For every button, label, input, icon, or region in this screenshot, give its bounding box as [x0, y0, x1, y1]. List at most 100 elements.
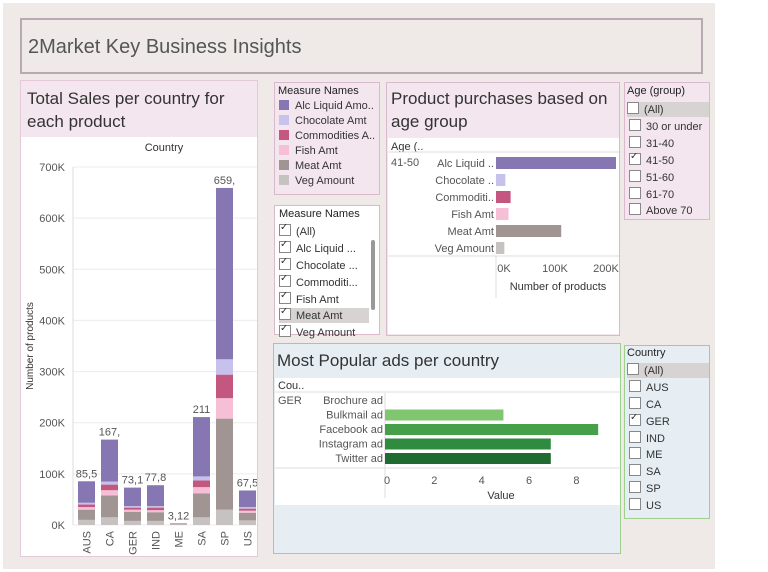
- sales-header: Country: [145, 142, 184, 154]
- bar: [385, 453, 551, 464]
- bar: [496, 157, 616, 169]
- checkbox[interactable]: [279, 325, 291, 337]
- checkbox[interactable]: [629, 187, 641, 199]
- bar-segment: [193, 480, 210, 488]
- bar-segment: [101, 495, 118, 518]
- checkbox[interactable]: [629, 414, 641, 426]
- legend-item-commodities[interactable]: Commodities A..: [279, 130, 375, 142]
- x-tick-label: 0: [384, 475, 390, 487]
- sales-title-line2: each product: [27, 112, 126, 131]
- country-filter-item-me[interactable]: ME: [629, 447, 719, 462]
- checkbox[interactable]: [279, 292, 291, 304]
- ads-chart[interactable]: Cou.. GER Brochure ad Bulkmail ad Facebook…: [275, 378, 620, 505]
- country-filter-item-sp[interactable]: SP: [629, 481, 719, 496]
- legend-item-alc[interactable]: Alc Liquid Amo..: [279, 100, 374, 112]
- country-filter-item-aus[interactable]: AUS: [629, 380, 719, 395]
- checkbox[interactable]: [629, 481, 641, 493]
- measure-filter-scrollbar[interactable]: [371, 240, 375, 310]
- measure-filter-title: Measure Names: [279, 208, 360, 220]
- legend-item-fish[interactable]: Fish Amt: [279, 145, 338, 157]
- bar-segment: [124, 520, 141, 525]
- bar-segment: [239, 512, 256, 521]
- checkbox[interactable]: [629, 119, 641, 131]
- x-tick-label: IND: [151, 531, 163, 550]
- country-filter-item-all[interactable]: (All): [627, 363, 709, 378]
- measure-filter-item-commodities[interactable]: Commoditi...: [279, 275, 369, 290]
- total-label: 67,5: [237, 477, 257, 489]
- category-label: Facebook ad: [319, 424, 383, 436]
- checkbox[interactable]: [627, 102, 639, 114]
- age-chart[interactable]: Age (.. 41-50 Alc Liquid .. Chocolate .. C…: [388, 138, 619, 334]
- age-filter-item-30-under[interactable]: 30 or under: [629, 119, 719, 134]
- dashboard-title: 2Market Key Business Insights: [28, 36, 302, 58]
- country-filter-item-ind[interactable]: IND: [629, 431, 719, 446]
- legend-item-veg[interactable]: Veg Amount: [279, 175, 354, 187]
- y-tick-label: 700K: [39, 162, 65, 174]
- country-filter-item-sa[interactable]: SA: [629, 464, 719, 479]
- age-filter-item-all[interactable]: (All): [627, 102, 709, 117]
- total-label: 73,1: [122, 475, 143, 487]
- legend-swatch: [279, 100, 289, 110]
- measure-filter-item-chocolate[interactable]: Chocolate ...: [279, 258, 369, 273]
- checkbox[interactable]: [629, 136, 641, 148]
- bar-segment: [147, 512, 164, 521]
- age-filter-item-41-50[interactable]: 41-50: [629, 153, 719, 168]
- bar: [496, 225, 562, 237]
- measure-filter-item-alc[interactable]: Alc Liquid ...: [279, 241, 369, 256]
- age-filter-item-61-70[interactable]: 61-70: [629, 187, 719, 202]
- checkbox[interactable]: [629, 203, 641, 215]
- checkbox[interactable]: [279, 224, 291, 236]
- bar-segment: [239, 490, 256, 508]
- bar-segment: [147, 485, 164, 507]
- measure-legend: Measure Names Alc Liquid Amo.. Chocolate…: [274, 82, 380, 195]
- measure-filter-item-all[interactable]: (All): [279, 224, 369, 239]
- checkbox[interactable]: [629, 380, 641, 392]
- checkbox[interactable]: [629, 397, 641, 409]
- measure-filter-item-veg[interactable]: Veg Amount: [279, 325, 369, 340]
- country-filter-item-us[interactable]: US: [629, 498, 719, 513]
- measure-filter-item-fish[interactable]: Fish Amt: [279, 292, 369, 307]
- bar-segment: [78, 519, 95, 525]
- bar-segment: [78, 481, 95, 503]
- bar-segment: [147, 510, 164, 513]
- legend-item-chocolate[interactable]: Chocolate Amt: [279, 115, 367, 127]
- checkbox[interactable]: [279, 308, 291, 320]
- total-label: 211: [193, 404, 211, 416]
- category-label: Meat Amt: [448, 226, 494, 238]
- x-tick-label: 4: [479, 475, 485, 487]
- bar: [385, 438, 551, 450]
- category-label: Twitter ad: [335, 453, 383, 465]
- legend-item-meat[interactable]: Meat Amt: [279, 160, 341, 172]
- checkbox[interactable]: [627, 363, 639, 375]
- age-filter-item-above-70[interactable]: Above 70: [629, 203, 719, 218]
- checkbox[interactable]: [279, 241, 291, 253]
- bar: [496, 174, 506, 186]
- checkbox[interactable]: [629, 431, 641, 443]
- bar-segment: [216, 374, 233, 399]
- country-filter-item-ca[interactable]: CA: [629, 397, 719, 412]
- y-tick-label: 600K: [39, 213, 65, 225]
- checkbox[interactable]: [629, 170, 641, 182]
- checkbox[interactable]: [279, 258, 291, 270]
- measure-filter: Measure Names (All) Alc Liquid ... Choco…: [274, 205, 380, 339]
- x-tick-label: 0K: [497, 263, 511, 275]
- age-row-header: Age (..: [391, 141, 423, 153]
- checkbox[interactable]: [629, 153, 641, 165]
- x-axis-title: Number of products: [510, 281, 607, 293]
- ads-country-label: GER: [278, 395, 302, 407]
- age-filter-item-51-60[interactable]: 51-60: [629, 170, 719, 185]
- bar-segment: [101, 481, 118, 485]
- age-title-line1: Product purchases based on: [391, 89, 608, 108]
- age-filter-item-31-40[interactable]: 31-40: [629, 136, 719, 151]
- x-tick-label: SA: [197, 530, 209, 545]
- bar-segment: [124, 487, 141, 507]
- checkbox[interactable]: [279, 275, 291, 287]
- bar-segment: [193, 476, 210, 481]
- checkbox[interactable]: [629, 498, 641, 510]
- country-filter-item-ger[interactable]: GER: [629, 414, 719, 429]
- checkbox[interactable]: [629, 447, 641, 459]
- bar-segment: [78, 509, 95, 520]
- sales-chart[interactable]: Country 0K 100K 200K 300K 400K 500K 600K 700K Nu…: [21, 137, 257, 556]
- measure-filter-item-meat[interactable]: Meat Amt: [279, 308, 369, 323]
- checkbox[interactable]: [629, 464, 641, 476]
